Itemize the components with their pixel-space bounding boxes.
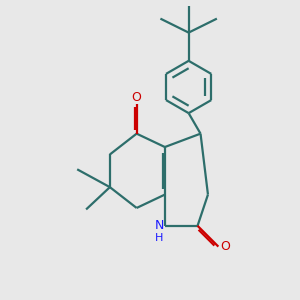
Text: O: O [132,91,142,104]
Text: H: H [155,233,164,243]
Text: O: O [220,240,230,253]
Text: N: N [155,219,164,232]
